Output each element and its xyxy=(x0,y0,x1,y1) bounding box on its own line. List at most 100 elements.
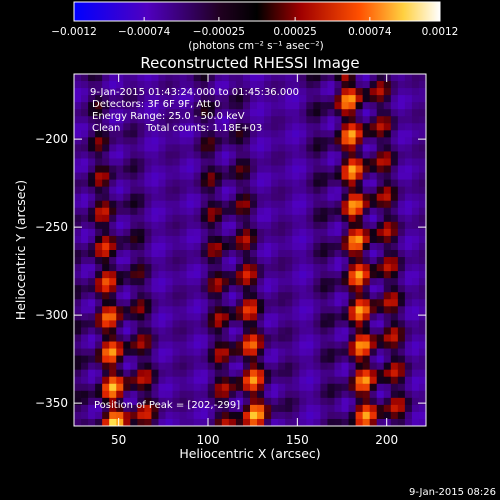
heatmap-cell xyxy=(172,390,181,399)
heatmap-cell xyxy=(390,214,399,223)
heatmap-cell xyxy=(250,271,258,279)
heatmap-cell xyxy=(88,320,96,329)
heatmap-cell xyxy=(193,123,202,131)
heatmap-cell xyxy=(116,306,124,314)
heatmap-cell xyxy=(235,278,244,286)
heatmap-cell xyxy=(221,369,230,378)
heatmap-cell xyxy=(214,165,223,174)
heatmap-cell xyxy=(341,109,350,117)
heatmap-cell xyxy=(383,418,392,426)
heatmap-cell xyxy=(207,355,216,364)
heatmap-cell xyxy=(250,151,258,160)
heatmap-cell xyxy=(411,151,420,160)
heatmap-cell xyxy=(116,292,124,300)
heatmap-cell xyxy=(151,292,160,300)
heatmap-cell xyxy=(235,242,244,251)
heatmap-cell xyxy=(313,292,321,300)
heatmap-cell xyxy=(264,327,272,336)
heatmap-cell xyxy=(109,404,117,413)
heatmap-cell xyxy=(250,362,258,371)
heatmap-cell xyxy=(193,292,202,300)
heatmap-cell xyxy=(257,299,265,307)
heatmap-cell xyxy=(271,292,279,300)
heatmap-cell xyxy=(200,116,209,124)
heatmap-cell xyxy=(179,193,188,202)
heatmap-cell xyxy=(264,341,272,350)
heatmap-cell xyxy=(383,327,392,336)
heatmap-cell xyxy=(264,348,272,357)
heatmap-cell xyxy=(292,418,300,426)
heatmap-cell xyxy=(285,418,293,426)
heatmap-cell xyxy=(221,292,230,300)
heatmap-cell xyxy=(327,179,336,188)
heatmap-cell xyxy=(74,390,82,399)
heatmap-cell xyxy=(165,214,174,223)
heatmap-cell xyxy=(348,123,357,131)
heatmap-cell xyxy=(271,320,279,329)
heatmap-cell xyxy=(362,158,371,167)
heatmap-cell xyxy=(327,123,336,131)
heatmap-cell xyxy=(383,271,392,279)
heatmap-cell xyxy=(320,348,329,357)
heatmap-cell xyxy=(299,320,307,329)
heatmap-cell xyxy=(172,102,181,110)
heatmap-cell xyxy=(221,81,230,89)
heatmap-cell xyxy=(137,116,145,124)
heatmap-cell xyxy=(404,172,413,181)
heatmap-cell xyxy=(95,186,103,195)
heatmap-cell xyxy=(418,271,426,279)
heatmap-cell xyxy=(137,137,145,145)
heatmap-cell xyxy=(327,397,336,406)
heatmap-cell xyxy=(411,207,420,216)
heatmap-cell xyxy=(369,292,378,300)
heatmap-cell xyxy=(221,313,230,321)
heatmap-cell xyxy=(250,355,258,364)
heatmap-cell xyxy=(116,334,124,343)
heatmap-cell xyxy=(404,179,413,188)
heatmap-cell xyxy=(81,200,89,209)
heatmap-cell xyxy=(355,411,364,420)
heatmap-cell xyxy=(186,411,195,420)
heatmap-cell xyxy=(116,355,124,364)
heatmap-cell xyxy=(214,242,223,251)
heatmap-cell xyxy=(81,292,89,300)
heatmap-cell xyxy=(165,179,174,188)
heatmap-cell xyxy=(165,320,174,329)
heatmap-cell xyxy=(348,235,357,244)
heatmap-cell xyxy=(299,397,307,406)
heatmap-cell xyxy=(193,228,202,237)
heatmap-cell xyxy=(313,102,321,110)
heatmap-cell xyxy=(179,116,188,124)
heatmap-cell xyxy=(250,264,258,272)
heatmap-cell xyxy=(250,299,258,307)
heatmap-cell xyxy=(88,116,96,124)
heatmap-cell xyxy=(179,334,188,343)
heatmap-cell xyxy=(250,334,258,343)
heatmap-cell xyxy=(257,137,265,145)
heatmap-cell xyxy=(186,95,195,103)
heatmap-cell xyxy=(186,144,195,153)
heatmap-cell xyxy=(88,242,96,251)
heatmap-cell xyxy=(95,292,103,300)
heatmap-cell xyxy=(123,390,131,399)
heatmap-cell xyxy=(278,130,286,138)
heatmap-cell xyxy=(299,299,307,307)
heatmap-cell xyxy=(320,116,329,124)
heatmap-cell xyxy=(341,327,350,336)
heatmap-cell xyxy=(327,200,336,209)
heatmap-cell xyxy=(313,418,321,426)
heatmap-cell xyxy=(292,207,300,216)
heatmap-cell xyxy=(362,334,371,343)
heatmap-cell xyxy=(109,418,117,426)
heatmap-cell xyxy=(334,397,343,406)
heatmap-cell xyxy=(179,179,188,188)
heatmap-cell xyxy=(397,109,406,117)
heatmap-cell xyxy=(285,151,293,160)
heatmap-cell xyxy=(334,95,343,103)
heatmap-cell xyxy=(348,144,357,153)
heatmap-cell xyxy=(151,418,160,426)
heatmap-cell xyxy=(257,186,265,195)
heatmap-cell xyxy=(390,235,399,244)
heatmap-cell xyxy=(285,306,293,314)
heatmap-cell xyxy=(81,193,89,202)
